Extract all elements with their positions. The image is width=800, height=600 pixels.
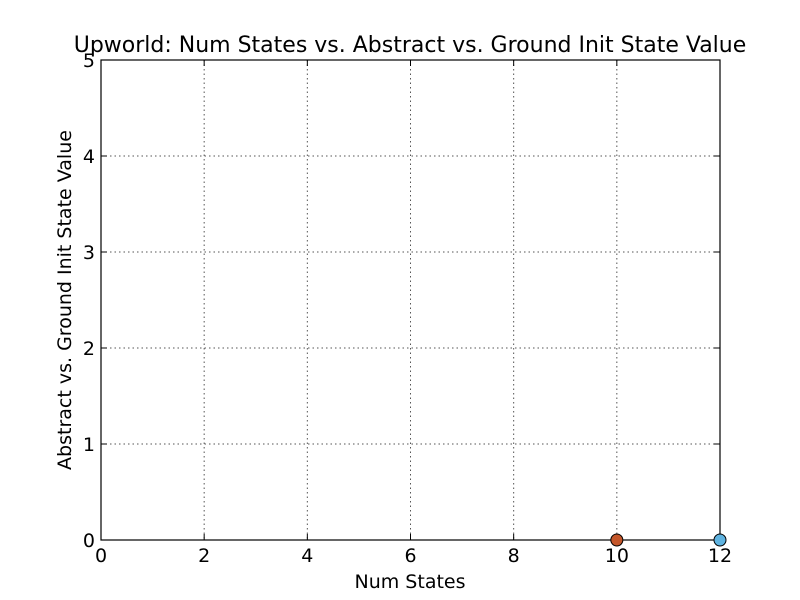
x-tick-label: 4 [301, 545, 313, 567]
x-tick-label: 10 [605, 545, 629, 567]
x-axis-label: Num States [355, 571, 466, 593]
y-tick-label: 3 [83, 242, 95, 264]
grid-lines [100, 59, 721, 541]
data-point [713, 533, 727, 547]
y-tick-label: 1 [83, 434, 95, 456]
y-tick-label: 4 [83, 146, 95, 168]
x-tick-label: 2 [198, 545, 210, 567]
y-tick-label: 5 [83, 50, 95, 72]
y-tick-label: 2 [83, 338, 95, 360]
chart-title: Upworld: Num States vs. Abstract vs. Gro… [74, 33, 747, 58]
x-tick-label: 6 [404, 545, 416, 567]
data-point [610, 533, 624, 547]
x-tick-label: 12 [708, 545, 732, 567]
y-axis-label: Abstract vs. Ground Init State Value [54, 130, 76, 470]
x-tick-label: 0 [95, 545, 107, 567]
x-tick-label: 8 [508, 545, 520, 567]
plot-frame [100, 59, 721, 541]
y-tick-label: 0 [83, 530, 95, 552]
data-points [610, 533, 727, 547]
